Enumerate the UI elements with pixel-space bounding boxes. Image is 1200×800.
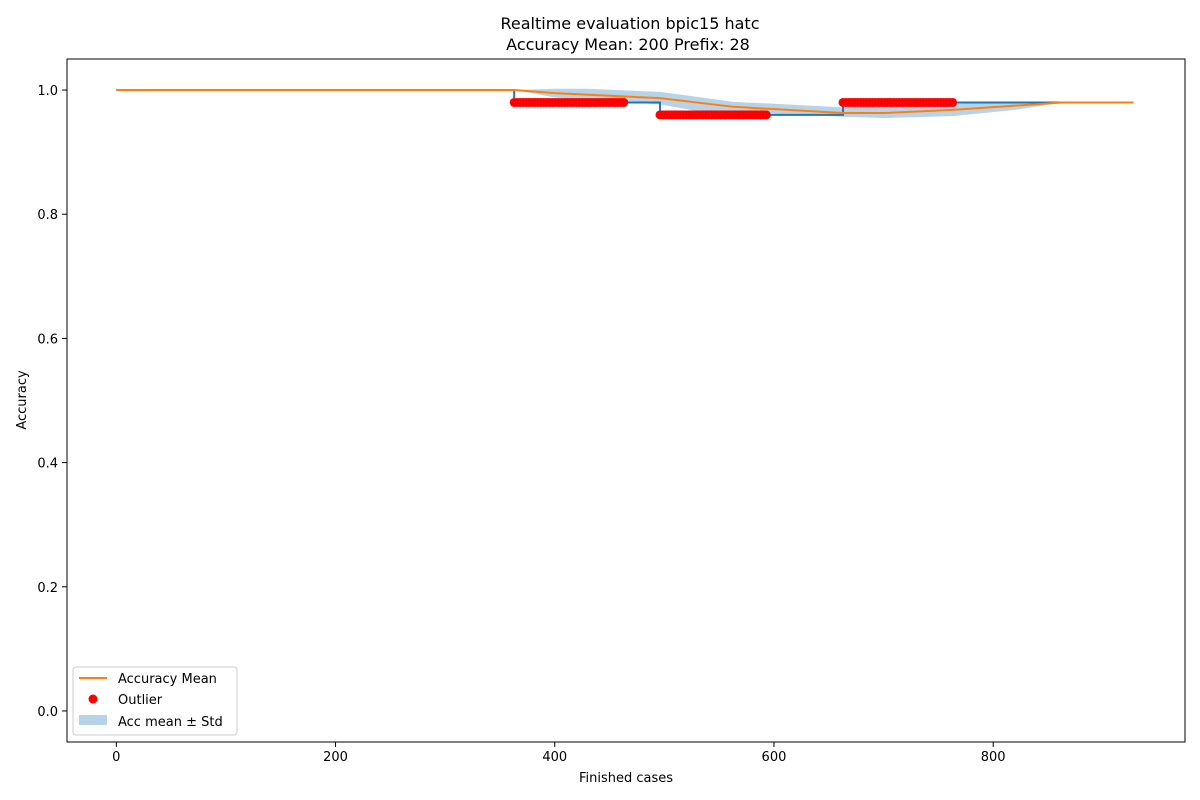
- std-band: [514, 88, 1134, 118]
- outlier-marker: [761, 110, 771, 120]
- y-axis-label: Accuracy: [15, 370, 30, 430]
- chart-title: Realtime evaluation bpic15 hatc: [501, 14, 760, 33]
- y-tick-label: 0.2: [37, 581, 58, 596]
- plot-area: [116, 88, 1134, 120]
- outlier-marker: [948, 97, 958, 107]
- x-tick-label: 600: [762, 750, 787, 765]
- y-tick-label: 0.6: [37, 332, 58, 347]
- x-tick-label: 800: [981, 750, 1006, 765]
- axes-frame: [66, 58, 1186, 743]
- outlier-marker: [619, 97, 629, 107]
- legend-label-band: Acc mean ± Std: [118, 715, 223, 730]
- x-tick-label: 0: [112, 750, 120, 765]
- y-tick-label: 0.4: [37, 457, 58, 472]
- legend-box: [72, 666, 238, 736]
- legend: Accuracy Mean Outlier Acc mean ± Std: [72, 666, 238, 736]
- chart-subtitle: Accuracy Mean: 200 Prefix: 28: [506, 35, 750, 54]
- y-tick-label: 0.0: [37, 705, 58, 720]
- legend-label-mean: Accuracy Mean: [118, 672, 217, 687]
- legend-band-swatch: [79, 715, 107, 725]
- legend-outlier-marker-swatch: [88, 694, 98, 704]
- accuracy-mean-line: [116, 89, 1134, 115]
- legend-label-outlier: Outlier: [118, 693, 163, 708]
- y-tick-label: 1.0: [37, 84, 58, 99]
- x-axis-label: Finished cases: [579, 771, 673, 786]
- axis-ticks: 0 200 400 600 800 0.0 0.2 0.4 0.6 0.8 1.0: [37, 84, 1005, 765]
- x-tick-label: 400: [542, 750, 567, 765]
- y-tick-label: 0.8: [37, 208, 58, 223]
- x-tick-label: 200: [323, 750, 348, 765]
